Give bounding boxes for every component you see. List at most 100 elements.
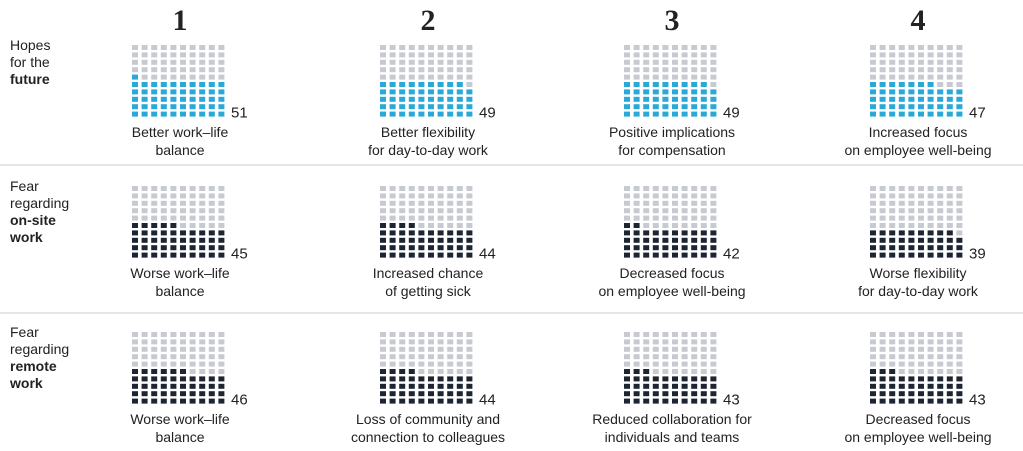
empty-dot	[927, 59, 934, 65]
filled-dot	[898, 245, 905, 251]
empty-dot	[208, 193, 215, 199]
filled-dot	[643, 111, 650, 117]
empty-dot	[927, 52, 934, 58]
filled-dot	[428, 252, 434, 258]
filled-dot	[956, 391, 963, 397]
filled-dot	[170, 398, 177, 404]
empty-dot	[700, 193, 707, 199]
filled-dot	[437, 82, 444, 87]
filled-dot	[399, 96, 406, 102]
empty-dot	[141, 215, 148, 221]
filled-dot	[700, 245, 707, 251]
empty-dot	[141, 361, 148, 367]
empty-dot	[643, 74, 650, 80]
empty-dot	[918, 193, 924, 199]
empty-dot	[918, 339, 924, 345]
empty-dot	[643, 332, 650, 337]
empty-dot	[691, 208, 698, 214]
empty-dot	[141, 59, 148, 65]
empty-dot	[956, 200, 963, 206]
empty-dot	[389, 200, 396, 206]
empty-dot	[151, 346, 158, 352]
empty-dot	[879, 346, 886, 352]
empty-dot	[662, 45, 669, 50]
item-label: Increased chance	[373, 265, 484, 281]
filled-dot	[466, 237, 473, 243]
empty-dot	[456, 332, 463, 337]
empty-dot	[879, 339, 886, 345]
filled-dot	[956, 383, 963, 389]
filled-dot	[389, 245, 396, 251]
filled-dot	[380, 398, 386, 404]
empty-dot	[199, 59, 206, 65]
filled-dot	[418, 104, 425, 110]
filled-dot	[399, 237, 406, 243]
empty-dot	[879, 186, 886, 191]
filled-dot	[898, 376, 905, 382]
filled-dot	[218, 96, 225, 102]
empty-dot	[208, 45, 215, 50]
empty-dot	[870, 193, 876, 199]
filled-dot	[466, 245, 473, 251]
empty-dot	[643, 346, 650, 352]
filled-dot	[141, 223, 148, 228]
filled-dot	[456, 104, 463, 110]
filled-dot	[691, 252, 698, 258]
filled-dot	[447, 230, 454, 236]
filled-dot	[399, 252, 406, 258]
filled-dot	[652, 376, 659, 382]
empty-dot	[918, 52, 924, 58]
empty-dot	[652, 208, 659, 214]
filled-dot	[151, 96, 158, 102]
empty-dot	[672, 193, 678, 199]
empty-dot	[956, 52, 963, 58]
filled-dot	[408, 391, 415, 397]
empty-dot	[956, 215, 963, 221]
empty-dot	[624, 67, 630, 73]
filled-dot	[418, 245, 425, 251]
item-label: Increased focus	[869, 124, 968, 140]
empty-dot	[918, 369, 924, 374]
empty-dot	[662, 346, 669, 352]
empty-dot	[956, 59, 963, 65]
filled-dot	[633, 111, 640, 117]
empty-dot	[633, 339, 640, 345]
empty-dot	[898, 59, 905, 65]
empty-dot	[643, 354, 650, 360]
empty-dot	[456, 186, 463, 191]
empty-dot	[898, 67, 905, 73]
filled-dot	[624, 383, 630, 389]
empty-dot	[700, 332, 707, 337]
filled-dot	[399, 369, 406, 374]
empty-dot	[662, 215, 669, 221]
empty-dot	[937, 215, 944, 221]
filled-dot	[180, 398, 186, 404]
filled-dot	[132, 111, 138, 117]
filled-dot	[189, 245, 196, 251]
filled-dot	[380, 104, 386, 110]
filled-dot	[870, 391, 876, 397]
empty-dot	[466, 45, 473, 50]
empty-dot	[681, 369, 688, 374]
empty-dot	[408, 208, 415, 214]
empty-dot	[898, 332, 905, 337]
empty-dot	[132, 200, 138, 206]
filled-dot	[710, 391, 717, 397]
filled-dot	[380, 376, 386, 382]
filled-dot	[160, 252, 167, 258]
empty-dot	[927, 200, 934, 206]
filled-dot	[672, 104, 678, 110]
empty-dot	[927, 369, 934, 374]
filled-dot	[681, 230, 688, 236]
filled-dot	[380, 111, 386, 117]
item-label: connection to colleagues	[351, 429, 505, 445]
filled-dot	[918, 398, 924, 404]
waffle	[624, 186, 717, 258]
filled-dot	[428, 398, 434, 404]
empty-dot	[380, 215, 386, 221]
filled-dot	[662, 383, 669, 389]
empty-dot	[399, 52, 406, 58]
empty-dot	[418, 369, 425, 374]
empty-dot	[633, 193, 640, 199]
filled-dot	[437, 376, 444, 382]
